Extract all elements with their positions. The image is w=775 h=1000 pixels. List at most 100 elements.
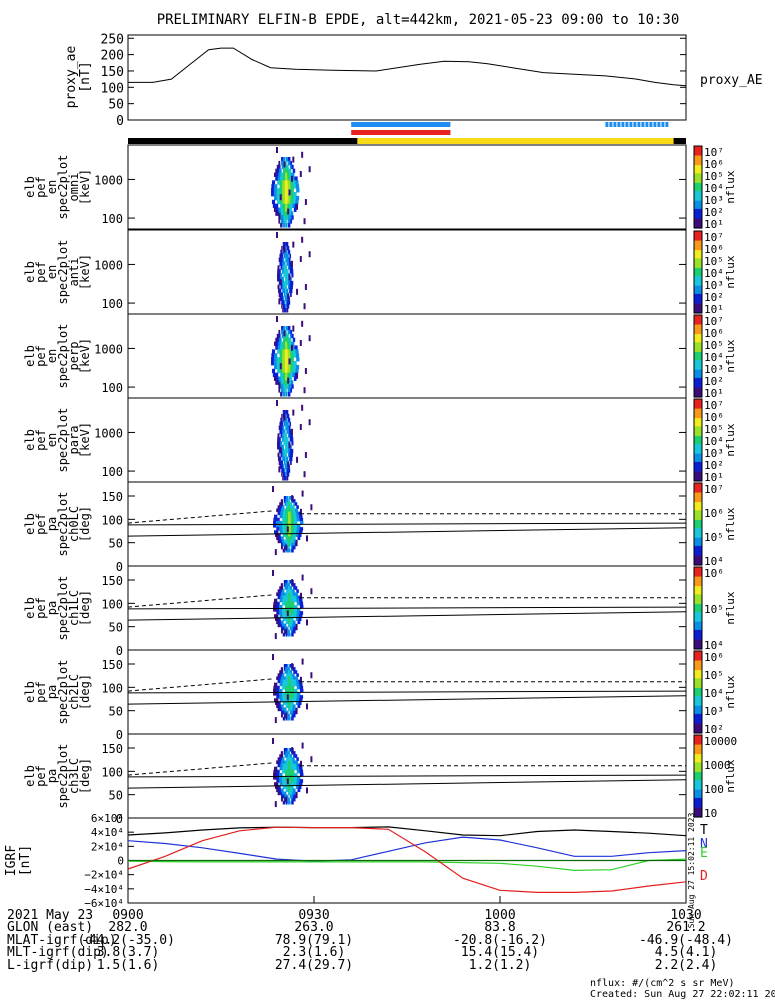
- pitch-spectrogram-cells: [279, 527, 283, 531]
- energy-spectrogram-cells: [289, 456, 292, 462]
- energy-spectrogram-cells: [278, 207, 282, 212]
- energy-spectrogram-cells: [285, 341, 288, 346]
- energy-spectrogram-cells: [283, 460, 286, 465]
- colorbar-segment: [694, 623, 702, 625]
- pitch-spectrogram-cells: [298, 617, 302, 621]
- pitch-spectrogram-speckle: [274, 717, 277, 724]
- energy-spectrogram-cells: [286, 300, 289, 305]
- pitch-spectrogram-cells: [286, 794, 289, 799]
- colorbar-segment: [694, 223, 702, 226]
- energy-spectrogram-cells: [285, 160, 287, 166]
- pitch-spectrogram-cells: [299, 530, 303, 534]
- energy-spectrogram-cells: [290, 192, 294, 197]
- colorbar-segment: [694, 262, 702, 265]
- colorbar-segment: [694, 386, 702, 389]
- pitch-spectrogram-cells: [286, 586, 289, 590]
- colorbar-segment: [694, 642, 702, 645]
- pitch-spectrogram-cells: [282, 608, 286, 612]
- energy-spectrogram-cells: [280, 421, 283, 427]
- energy-spectrogram-cells: [278, 445, 281, 450]
- pitch-spectrogram-speckle: [291, 495, 294, 502]
- energy-spectrogram-cells: [286, 164, 289, 170]
- pitch-spectrogram-cells: [285, 520, 289, 525]
- pitch-spectrogram-cells: [282, 794, 285, 799]
- pitch-spectrogram-cells: [276, 611, 280, 615]
- energy-spectrogram-cells: [281, 437, 284, 442]
- blue-bar-dash: [609, 122, 613, 127]
- igrf-ytick-label: −6×10⁴: [84, 897, 124, 910]
- pitch-spectrogram-cells: [277, 589, 281, 593]
- energy-spectrogram-cells: [271, 368, 276, 374]
- colorbar-segment: [694, 719, 702, 722]
- energy-spectrogram-cells: [285, 376, 288, 381]
- colorbar-tick-label: 10⁵: [704, 669, 724, 682]
- pitch-spectrogram-cells: [277, 595, 281, 600]
- pitch-spectrogram-cells: [274, 530, 278, 534]
- pitch-spectrogram-cells: [279, 623, 283, 628]
- pitch-spectrogram-cells: [288, 545, 290, 550]
- energy-spectrogram-cells: [290, 388, 293, 393]
- colorbar-segment: [694, 670, 702, 673]
- energy-spectrogram-cells: [294, 176, 298, 181]
- pitch-spectrogram-cells: [285, 776, 289, 780]
- colorbar-tick-label: 10¹: [704, 218, 724, 231]
- pitch-spectrogram-cells: [276, 527, 280, 531]
- energy-spectrogram-cells: [287, 249, 290, 255]
- pitch-spectrogram-cells: [283, 716, 286, 721]
- energy-spectrogram-cells: [289, 277, 292, 282]
- colorbar-segment: [694, 712, 702, 715]
- energy-spectrogram-cells: [281, 392, 283, 397]
- ephemeris-value: 263.0: [294, 920, 333, 935]
- colorbar-segment: [694, 567, 702, 569]
- pitch-spectrogram-cells: [296, 517, 301, 522]
- pitch-spectrogram-cells: [296, 782, 300, 786]
- energy-spectrogram-cells: [289, 164, 293, 170]
- pitch-spectrogram-cells: [276, 695, 280, 699]
- pitch-spectrogram-cells: [293, 598, 297, 603]
- energy-spectrogram-cells: [282, 261, 285, 266]
- pitch-spectrogram-cells: [291, 548, 293, 553]
- energy-spectrogram-cells: [278, 329, 281, 335]
- colorbar-segment: [694, 148, 702, 151]
- energy-spectrogram-cells: [283, 476, 285, 481]
- energy-spectrogram-cells: [275, 176, 279, 181]
- energy-spectrogram-speckle: [288, 358, 291, 365]
- blue-bar-dash: [645, 122, 649, 127]
- pitch-spectrogram-cells: [277, 511, 281, 516]
- colorbar-segment: [694, 251, 702, 254]
- pitch-spectrogram-cells: [285, 788, 289, 793]
- colorbar-segment: [694, 472, 702, 475]
- energy-spectrogram-cells: [284, 326, 286, 331]
- colorbar-segment: [694, 692, 702, 694]
- energy-ytick-label: 100: [101, 465, 123, 479]
- pitch-spectrogram-cells: [292, 716, 294, 721]
- ephemeris-value: -20.8(-16.2): [453, 933, 547, 948]
- ae-ylabel: [nT]: [78, 61, 93, 92]
- pitch-spectrogram-cells: [298, 763, 302, 768]
- pitch-spectrogram-cells: [290, 769, 295, 774]
- pitch-spectrogram-cells: [290, 527, 295, 531]
- colorbar-segment: [694, 154, 702, 157]
- pitch-spectrogram-cells: [285, 595, 289, 600]
- colorbar-frame: [693, 398, 703, 482]
- energy-spectrogram-cells: [289, 372, 293, 378]
- pitch-spectrogram-cells: [296, 776, 301, 780]
- colorbar-segment: [694, 475, 702, 478]
- pitch-spectrogram-cells: [294, 791, 297, 796]
- pitch-spectrogram-cells: [280, 542, 284, 547]
- energy-spectrogram-cells: [287, 253, 289, 259]
- pitch-spectrogram-cells: [296, 692, 301, 696]
- energy-spectrogram-cells: [278, 257, 281, 262]
- pitch-spectrogram-cells: [294, 623, 297, 628]
- pitch-spectrogram-cells: [288, 505, 291, 509]
- energy-spectrogram-cells: [282, 357, 286, 362]
- pitch-spectrogram-cells: [288, 698, 292, 702]
- pitch-spectrogram-cells: [292, 505, 295, 509]
- pitch-spectrogram-cells: [285, 511, 289, 516]
- energy-spectrogram-cells: [285, 273, 288, 278]
- energy-ytick-label: 100: [101, 212, 123, 226]
- energy-spectrogram-cells: [283, 388, 286, 393]
- pitch-spectrogram-cells: [290, 598, 295, 603]
- colorbar-segment: [694, 754, 702, 757]
- pitch-spectrogram-cells: [288, 524, 292, 528]
